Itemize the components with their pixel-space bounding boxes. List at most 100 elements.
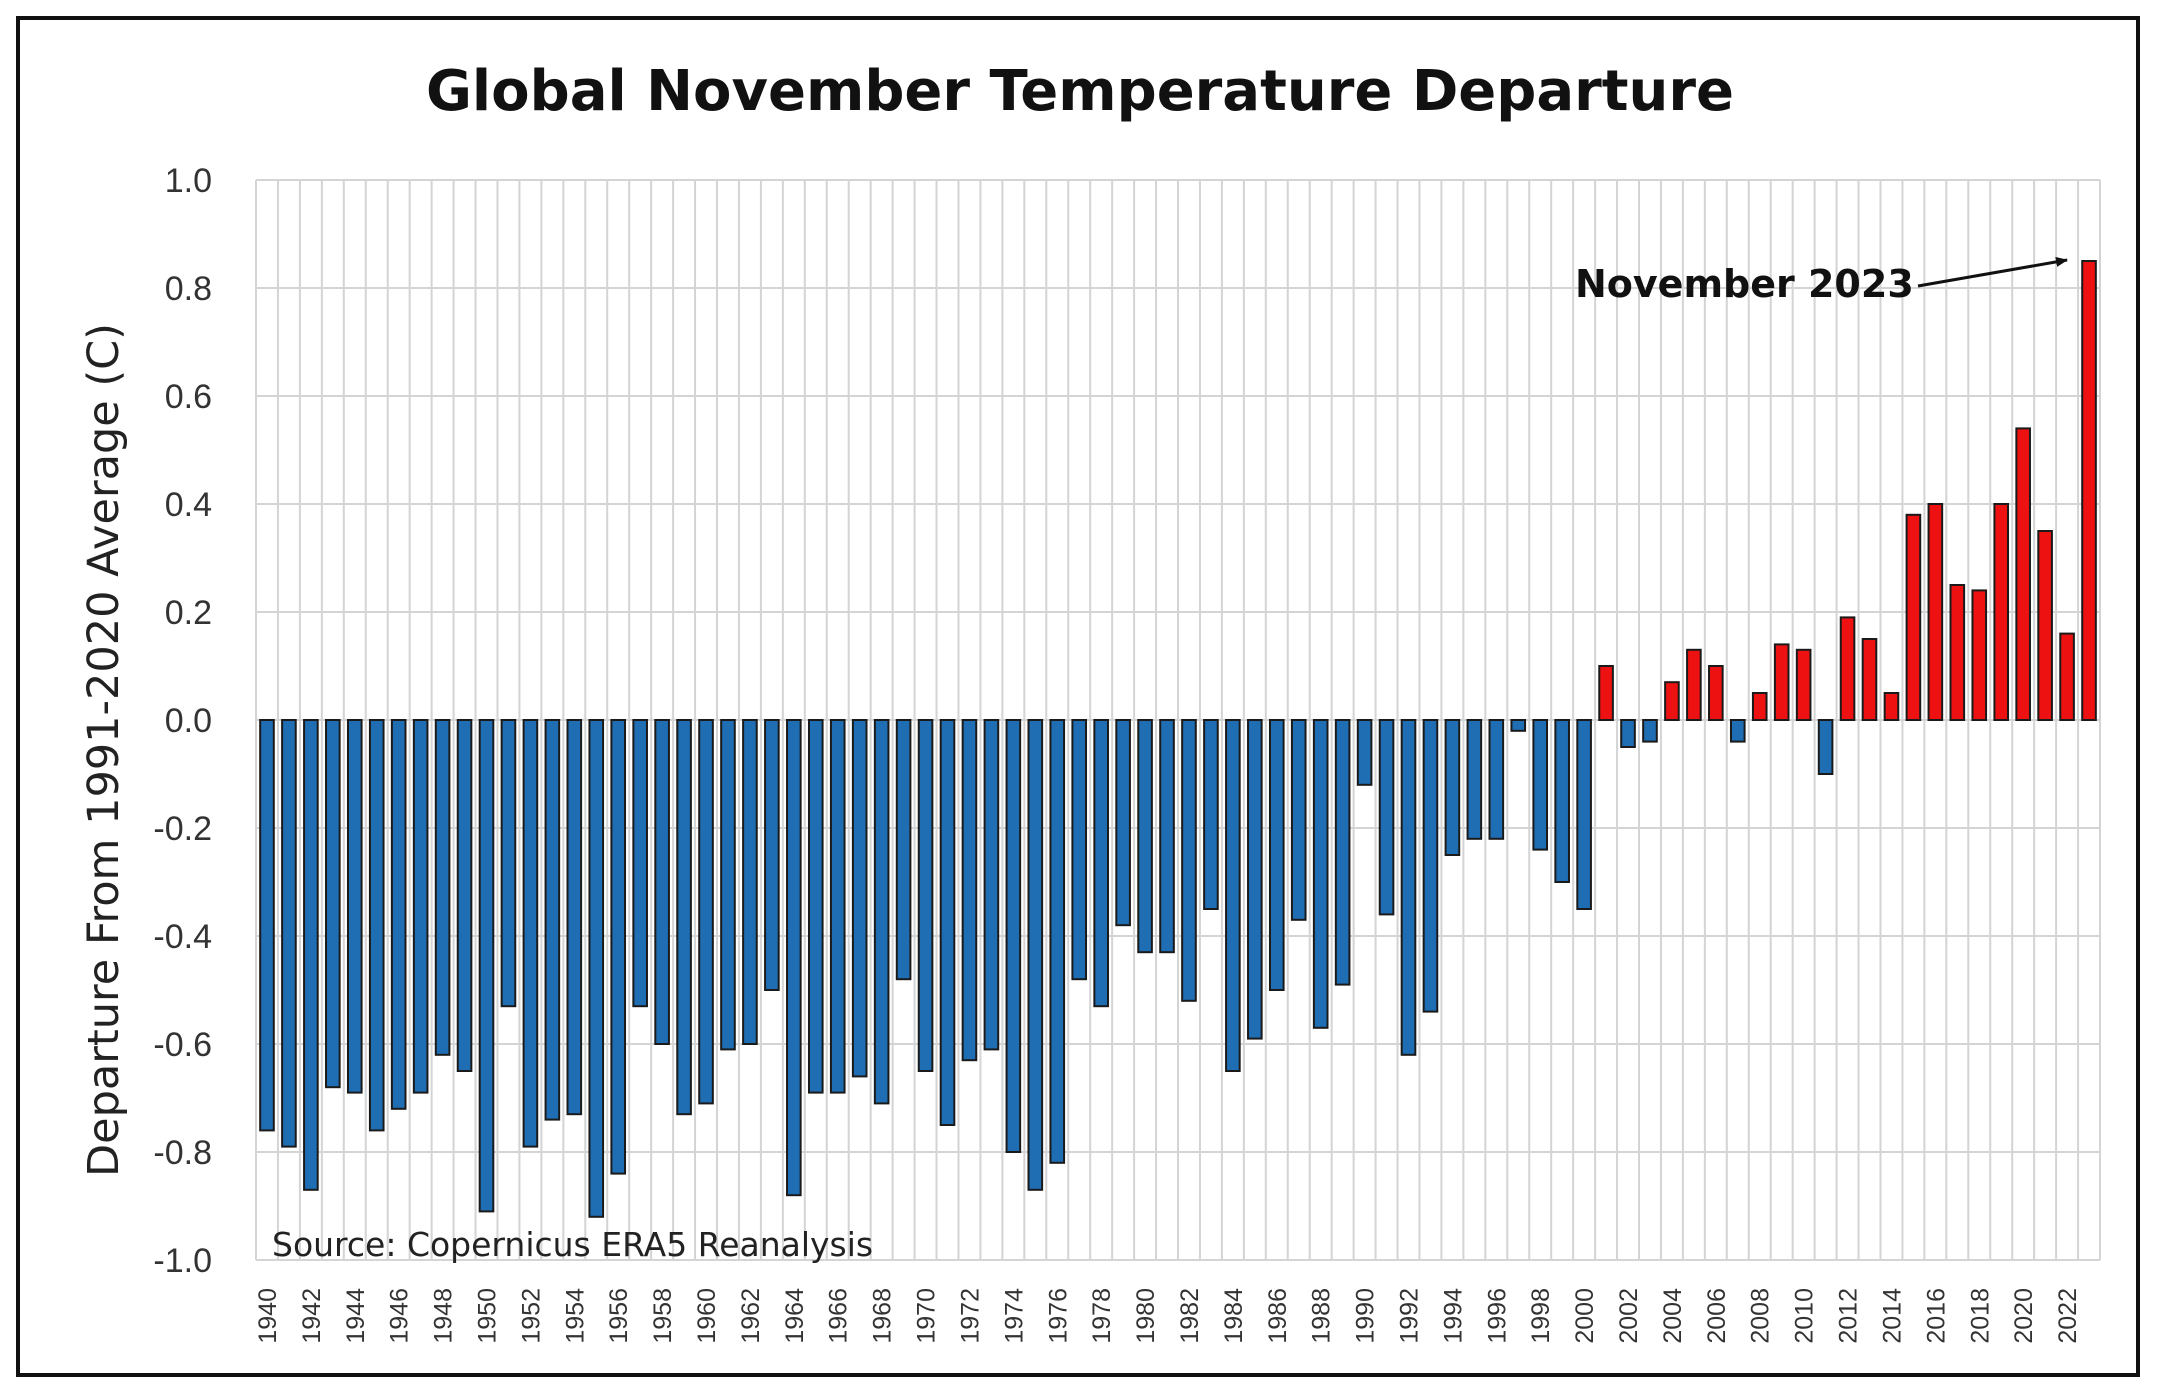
bar-1998 <box>1532 719 1549 851</box>
x-tick-label: 2018 <box>1966 1288 1994 1344</box>
bar-1968 <box>873 719 890 1105</box>
chart-title: Global November Temperature Departure <box>426 59 1734 124</box>
y-tick-label: 0.0 <box>165 702 212 740</box>
y-tick-label: 0.6 <box>165 378 212 416</box>
bar-2015 <box>1905 513 1922 721</box>
x-tick-label: 1964 <box>781 1288 809 1344</box>
x-tick-label: 2004 <box>1659 1288 1687 1344</box>
bar-1953 <box>544 719 561 1121</box>
x-tick-label: 1942 <box>298 1288 326 1344</box>
x-tick-label: 2020 <box>2010 1288 2038 1344</box>
bar-1987 <box>1290 719 1307 921</box>
x-tick-label: 1978 <box>1088 1288 1116 1344</box>
bar-1989 <box>1334 719 1351 986</box>
x-tick-label: 1970 <box>913 1288 941 1344</box>
bar-1944 <box>346 719 363 1094</box>
x-tick-label: 2022 <box>2054 1288 2082 1344</box>
bar-1949 <box>456 719 473 1072</box>
bar-1992 <box>1400 719 1417 1056</box>
bar-1976 <box>1049 719 1066 1164</box>
x-tick-label: 2014 <box>1878 1288 1906 1344</box>
source-note: Source: Copernicus ERA5 Reanalysis <box>272 1225 873 1264</box>
y-tick-label: 0.8 <box>165 270 212 308</box>
x-tick-label: 1958 <box>649 1288 677 1344</box>
bar-1993 <box>1422 719 1439 1013</box>
y-tick-label: -0.2 <box>153 810 212 848</box>
bar-1965 <box>807 719 824 1094</box>
bar-2000 <box>1576 719 1592 910</box>
bar-1957 <box>632 719 648 1008</box>
bar-2012 <box>1839 616 1856 722</box>
annotation-november-2023: November 2023 <box>1575 262 1914 306</box>
bar-1991 <box>1378 719 1395 916</box>
bar-1950 <box>478 719 495 1213</box>
y-axis-ticks: 1.0 0.8 0.6 0.4 0.2 0.0 -0.2 -0.4 -0.6 -0.8 -1.0 <box>153 162 212 1280</box>
x-tick-label: 1952 <box>517 1288 545 1344</box>
bar-1984 <box>1225 719 1241 1072</box>
bar-2011 <box>1817 719 1834 775</box>
x-tick-label: 1976 <box>1044 1288 1072 1344</box>
x-tick-label: 2012 <box>1835 1288 1863 1344</box>
bar-2001 <box>1598 665 1614 721</box>
bar-1995 <box>1466 719 1483 840</box>
bar-2007 <box>1729 719 1746 743</box>
x-tick-label: 1948 <box>430 1288 458 1344</box>
bar-2018 <box>1971 589 1988 722</box>
bar-1943 <box>325 719 341 1089</box>
x-tick-label: 1954 <box>561 1288 589 1344</box>
bar-1961 <box>720 719 736 1051</box>
x-axis-ticks: 1940 1942 1944 1946 1948 1950 1952 1954 1956 1958… <box>254 1288 2082 1344</box>
x-tick-label: 1984 <box>1220 1288 1248 1344</box>
bar-1983 <box>1203 719 1219 910</box>
x-tick-label: 1956 <box>605 1288 633 1344</box>
y-tick-label: 1.0 <box>165 162 212 200</box>
x-tick-label: 1960 <box>693 1288 721 1344</box>
bar-2021 <box>2037 530 2053 721</box>
x-tick-label: 2000 <box>1571 1288 1599 1344</box>
gridlines <box>255 179 2101 1261</box>
y-tick-label: -0.6 <box>153 1026 212 1064</box>
bar-1963 <box>764 719 780 991</box>
bar-2020 <box>2015 427 2031 721</box>
x-tick-label: 2006 <box>1703 1288 1731 1344</box>
bar-1982 <box>1181 719 1197 1002</box>
annotation-arrow <box>1917 256 2069 288</box>
bar-1960 <box>698 719 714 1105</box>
bar-1970 <box>917 719 934 1072</box>
x-tick-label: 1946 <box>386 1288 414 1344</box>
bar-1956 <box>610 719 627 1175</box>
bar-1971 <box>939 719 956 1126</box>
y-tick-label: -0.8 <box>153 1134 212 1172</box>
bar-2005 <box>1686 648 1702 721</box>
bar-1941 <box>281 719 297 1148</box>
bar-2017 <box>1949 584 1966 721</box>
bar-2010 <box>1795 648 1812 721</box>
bar-2006 <box>1708 665 1724 721</box>
bar-1978 <box>1093 719 1109 1008</box>
bar-1946 <box>390 719 407 1110</box>
bar-1974 <box>1005 719 1022 1153</box>
bar-1954 <box>566 719 583 1116</box>
x-tick-label: 1972 <box>956 1288 984 1344</box>
bar-2023 <box>2081 260 2097 721</box>
bar-1994 <box>1444 719 1461 856</box>
x-tick-label: 1990 <box>1352 1288 1380 1344</box>
bar-1952 <box>522 719 539 1148</box>
bar-1981 <box>1159 719 1175 954</box>
bar-1967 <box>851 719 868 1078</box>
bar-1966 <box>829 719 846 1094</box>
y-tick-label: 0.2 <box>165 594 212 632</box>
bar-2013 <box>1861 638 1878 721</box>
bar-1977 <box>1071 719 1088 981</box>
bar-1988 <box>1312 719 1329 1029</box>
bars <box>259 260 2097 1218</box>
x-tick-label: 1940 <box>254 1288 282 1344</box>
bar-2008 <box>1751 692 1768 721</box>
y-tick-label: 0.4 <box>165 486 212 524</box>
bar-2019 <box>1993 503 2010 721</box>
x-tick-label: 1992 <box>1396 1288 1424 1344</box>
x-tick-label: 1974 <box>1000 1288 1028 1344</box>
y-axis-label: Departure From 1991-2020 Average (C) <box>79 323 129 1177</box>
bar-1969 <box>895 719 912 981</box>
